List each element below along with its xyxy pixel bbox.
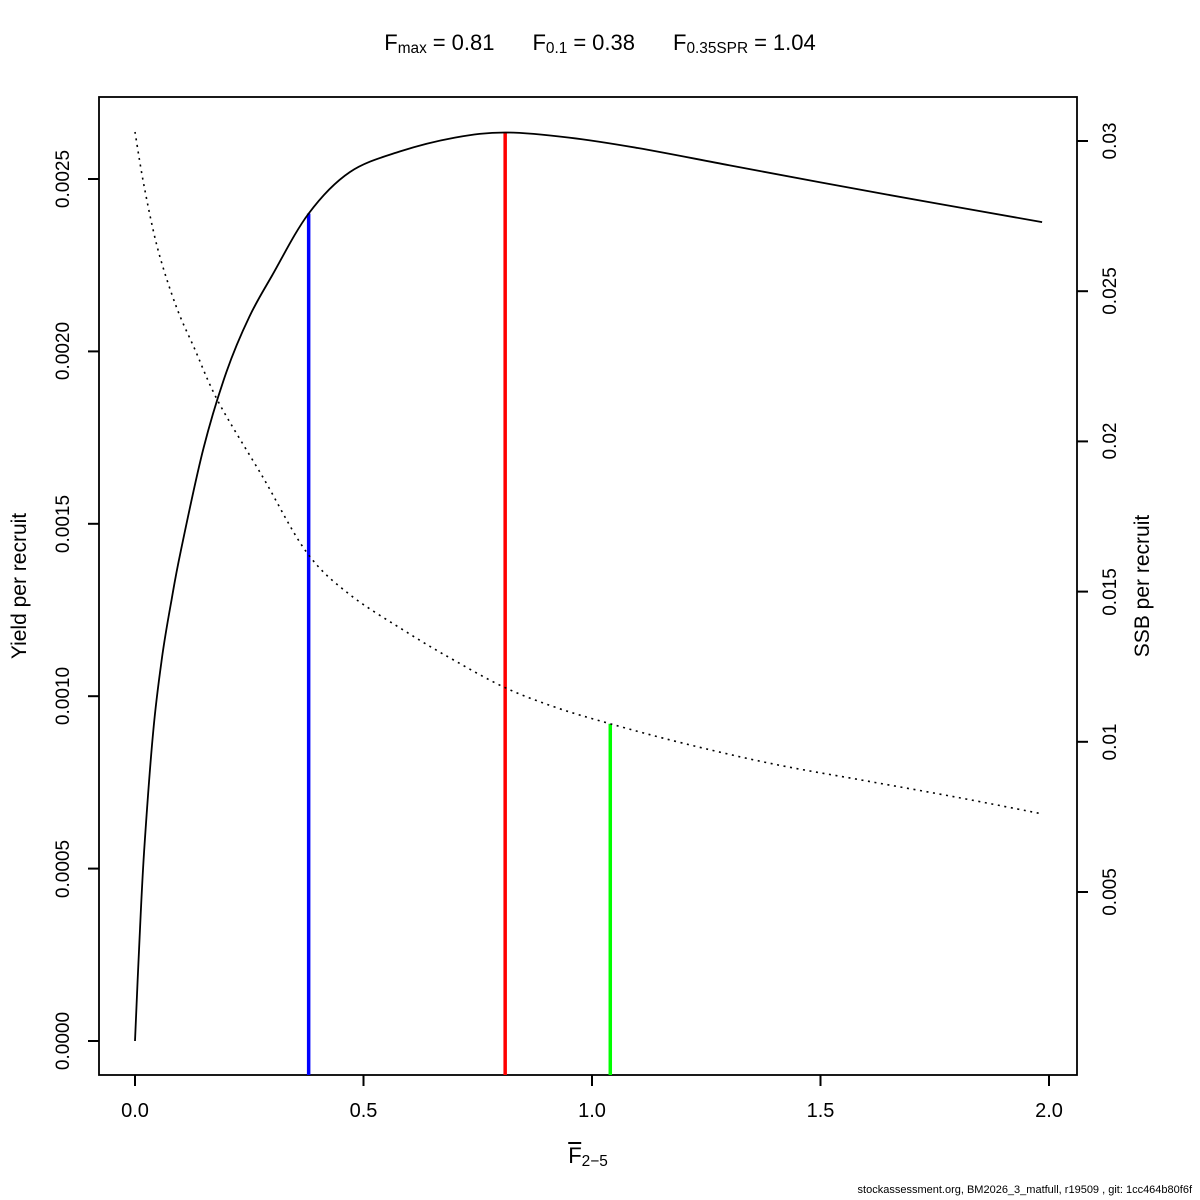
title-fmax-base: F [384,30,398,55]
title-item-fmax: Fmax = 0.81 [384,30,495,58]
y-left-tick-label: 0.0005 [53,839,74,898]
y-right-tick-label: 0.005 [1100,868,1121,916]
x-tick-label: 1.5 [806,1100,835,1122]
title-fmax-eq: = [432,30,446,55]
x-tick-label: 0.0 [121,1100,149,1122]
y-left-tick-label: 0.0015 [53,494,74,553]
title-f035spr-eq: = [754,30,767,55]
title-item-f035spr: F0.35SPR = 1.04 [673,30,816,58]
chart-title: Fmax = 0.81 F0.1 = 0.38 F0.35SPR = 1.04 [0,30,1200,58]
title-f035spr-value: 1.04 [772,30,816,55]
y-left-tick-label: 0.0020 [53,322,74,381]
title-f035spr-base: F [673,30,687,55]
y-left-tick-label: 0.0000 [53,1011,74,1071]
footer-note: stockassessment.org, BM2026_3_matfull, r… [857,1184,1192,1196]
x-axis-label-fbar: F [568,1142,582,1168]
y-left-axis-label: Yield per recruit [8,512,31,660]
x-tick-label: 0.5 [349,1100,378,1122]
title-item-f01: F0.1 = 0.38 [532,30,635,58]
x-axis-label-sub: 2−5 [581,1153,608,1171]
title-f01-value: 0.38 [592,30,635,55]
y-right-tick-label: 0.015 [1100,567,1121,616]
y-right-axis-label: SSB per recruit [1131,514,1154,658]
title-f035spr-sub: 0.35SPR [686,40,749,58]
x-tick-label: 2.0 [1035,1100,1063,1122]
x-tick-label: 1.0 [578,1100,606,1122]
y-left-tick-label: 0.0010 [53,667,74,726]
title-f01-base: F [532,30,546,55]
x-axis-label: F2−5 [568,1142,608,1171]
y-right-tick-label: 0.025 [1100,267,1121,315]
y-left-tick-label: 0.0025 [53,149,74,209]
y-right-tick-label: 0.03 [1100,122,1121,160]
ssb-curve [134,131,1043,815]
yield-curve [134,131,1043,1042]
title-f01-eq: = [573,30,587,55]
y-right-tick-label: 0.02 [1100,422,1121,460]
title-fmax-sub: max [397,40,427,58]
title-fmax-value: 0.81 [451,30,495,55]
plot-frame [98,96,1078,1076]
title-f01-sub: 0.1 [545,40,568,58]
y-right-tick-label: 0.01 [1100,723,1121,761]
